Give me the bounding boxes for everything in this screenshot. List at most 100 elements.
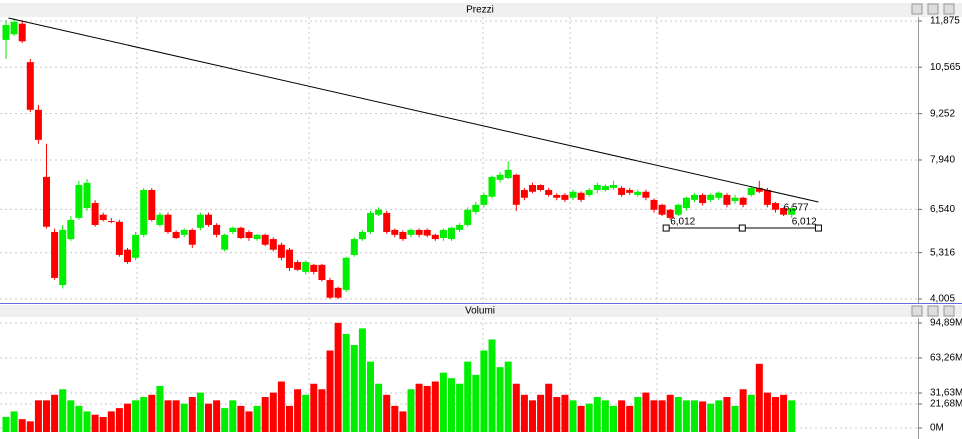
volume-bar bbox=[723, 397, 731, 432]
volume-bar bbox=[407, 389, 415, 432]
maximize[interactable] bbox=[927, 3, 939, 15]
volume-bar bbox=[391, 405, 399, 432]
volume-bar bbox=[383, 394, 391, 432]
volume-bar bbox=[642, 392, 650, 432]
candle-body bbox=[140, 189, 148, 235]
candle-body bbox=[213, 224, 221, 235]
volume-bar bbox=[43, 400, 50, 432]
candle-body bbox=[221, 234, 229, 250]
volume-title: Volumi bbox=[465, 306, 495, 317]
volume-bar bbox=[286, 405, 293, 432]
volume-bar bbox=[699, 401, 707, 432]
price-title: Prezzi bbox=[466, 5, 494, 16]
volume-bar bbox=[91, 414, 99, 432]
volume-bar bbox=[731, 405, 739, 432]
candle-body bbox=[156, 214, 164, 225]
candle-body bbox=[67, 220, 75, 240]
candle-body bbox=[34, 109, 42, 140]
volume-bar bbox=[180, 403, 188, 432]
y-tick-label: 7,940 bbox=[930, 155, 955, 166]
candle-body bbox=[691, 194, 698, 200]
volume-bar bbox=[537, 394, 545, 432]
volume-bar bbox=[269, 392, 277, 432]
y-tick-label: 6,540 bbox=[930, 204, 955, 215]
candle-body bbox=[164, 214, 172, 233]
candle-body bbox=[261, 234, 269, 245]
candle-body bbox=[26, 62, 34, 110]
volume-bar bbox=[172, 400, 180, 432]
candle-body bbox=[520, 189, 528, 198]
candle-body bbox=[358, 232, 366, 240]
volume-bar bbox=[504, 361, 512, 432]
volume-bar bbox=[610, 405, 617, 432]
volume-bar bbox=[2, 416, 10, 432]
volume-bar bbox=[634, 397, 642, 432]
candle-body bbox=[755, 187, 763, 192]
candle-body bbox=[674, 204, 682, 215]
volume-bar bbox=[658, 400, 666, 432]
level-handle bbox=[814, 224, 822, 232]
maximize[interactable] bbox=[927, 305, 939, 317]
volume-bar bbox=[529, 400, 536, 432]
candle-body bbox=[666, 209, 674, 218]
candle-body bbox=[658, 204, 666, 215]
candle-body bbox=[472, 204, 480, 212]
volume-bar bbox=[107, 411, 115, 432]
price-label: 6,012 bbox=[670, 217, 695, 228]
volume-bar bbox=[431, 381, 439, 432]
candle-body bbox=[172, 232, 180, 239]
candle-body bbox=[277, 244, 285, 258]
y-tick-label: 11,875 bbox=[930, 16, 960, 27]
candle-body bbox=[286, 249, 293, 269]
candle-body bbox=[423, 229, 431, 236]
volume-bar bbox=[415, 383, 423, 432]
y-tick-label: 5,316 bbox=[930, 247, 955, 258]
volume-bar bbox=[302, 394, 310, 432]
volume-bar bbox=[83, 411, 91, 432]
close[interactable] bbox=[943, 3, 955, 15]
candle-body bbox=[480, 194, 488, 205]
y-tick-label: 10,565 bbox=[930, 62, 961, 73]
volume-bar bbox=[253, 405, 261, 432]
volume-bar bbox=[674, 397, 682, 432]
volume-bar bbox=[245, 411, 253, 432]
candle-body bbox=[504, 169, 512, 178]
candle-body bbox=[407, 229, 415, 235]
volume-bar bbox=[496, 367, 504, 432]
candle-body bbox=[10, 21, 18, 35]
candle-body bbox=[618, 187, 626, 195]
candle-body bbox=[772, 203, 779, 210]
volume-bar bbox=[788, 400, 796, 432]
candle-body bbox=[294, 262, 302, 270]
volume-bar bbox=[601, 400, 609, 432]
candle-body bbox=[350, 239, 358, 255]
candle-body bbox=[375, 209, 383, 215]
candle-body bbox=[788, 208, 796, 215]
window-buttons bbox=[911, 3, 955, 317]
candle-body bbox=[124, 249, 131, 263]
candle-body bbox=[642, 191, 650, 198]
y2-tick-label: 63,26M bbox=[930, 353, 962, 364]
volume-bar bbox=[132, 400, 140, 432]
level-handle bbox=[738, 224, 746, 232]
volume-bar bbox=[520, 394, 528, 432]
candle-body bbox=[650, 199, 658, 210]
candle-body bbox=[269, 239, 277, 250]
volume-bar bbox=[140, 397, 148, 432]
candle-body bbox=[553, 194, 561, 198]
candle-body bbox=[545, 189, 553, 195]
close[interactable] bbox=[943, 305, 955, 317]
volume-bar bbox=[439, 372, 447, 432]
volume-header bbox=[0, 305, 962, 317]
volume-bar bbox=[682, 400, 690, 432]
minimize[interactable] bbox=[911, 305, 923, 317]
volume-bar bbox=[456, 383, 464, 432]
candle-body bbox=[229, 227, 237, 233]
minimize[interactable] bbox=[911, 3, 923, 15]
volume-bar bbox=[75, 405, 83, 432]
volume-bar bbox=[593, 397, 601, 432]
candle-body bbox=[561, 194, 569, 200]
volume-bar bbox=[666, 394, 674, 432]
volume-bar bbox=[334, 322, 342, 432]
volume-bar bbox=[221, 408, 229, 432]
